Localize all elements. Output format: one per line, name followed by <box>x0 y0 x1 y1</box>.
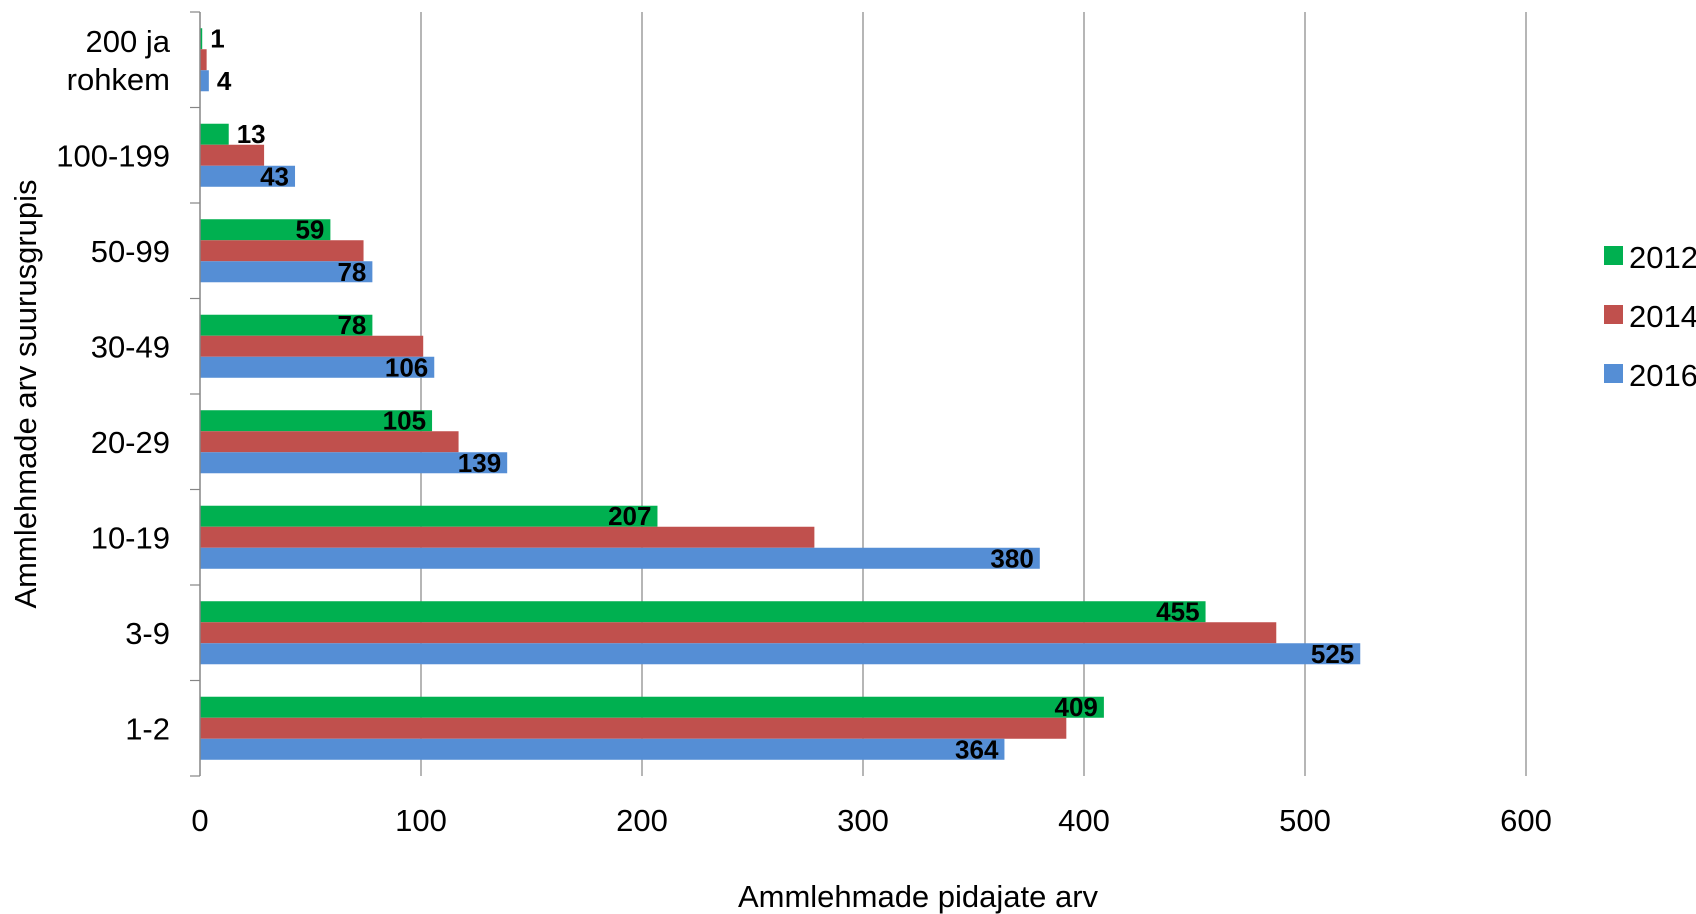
bar-2014-50-99 <box>200 240 364 262</box>
legend-swatch-2014 <box>1604 305 1623 324</box>
data-label: 455 <box>1156 597 1199 627</box>
bar-2014-3-9 <box>200 622 1277 644</box>
data-label: 105 <box>383 406 426 436</box>
x-tick-label: 100 <box>395 803 447 838</box>
bar-2012-1-2 <box>200 696 1104 718</box>
bar-2014-200-ja-rohkem <box>200 49 207 71</box>
data-label: 59 <box>295 215 324 245</box>
bar-2016-1-2 <box>200 738 1005 760</box>
x-tick-label: 500 <box>1279 803 1331 838</box>
data-label: 43 <box>260 161 289 191</box>
y-tick-label: 30-49 <box>91 329 170 364</box>
x-tick-label: 300 <box>837 803 889 838</box>
y-tick-label: 1-2 <box>125 711 170 746</box>
bar-2014-100-199 <box>200 144 265 166</box>
bar-2014-1-2 <box>200 717 1067 739</box>
data-label: 106 <box>385 352 428 382</box>
data-label: 409 <box>1054 692 1097 722</box>
x-axis-title: Ammlehmade pidajate arv <box>738 879 1099 914</box>
bar-2012-50-99 <box>200 219 331 241</box>
x-tick-label: 200 <box>616 803 668 838</box>
legend-label-2014: 2014 <box>1629 299 1696 334</box>
bars <box>200 28 1361 760</box>
legend-label-2016: 2016 <box>1629 358 1696 393</box>
data-label: 1 <box>210 24 224 54</box>
data-label: 380 <box>990 543 1033 573</box>
bar-2016-20-29 <box>200 452 508 474</box>
data-label: 139 <box>458 448 501 478</box>
x-tick-label: 400 <box>1058 803 1110 838</box>
data-label: 78 <box>337 310 366 340</box>
data-labels: 409 364 455 525 207 380 105 139 78 106 59 78 13 43 1 4 <box>210 24 1354 765</box>
data-label: 207 <box>608 501 651 531</box>
bar-2012-30-49 <box>200 314 373 336</box>
bar-2016-100-199 <box>200 165 296 187</box>
y-tick-label: 10-19 <box>91 520 170 555</box>
bar-2016-30-49 <box>200 356 435 378</box>
data-label: 364 <box>955 734 999 764</box>
bar-2012-200-ja-rohkem <box>200 28 203 50</box>
y-tick-label: 50-99 <box>91 234 170 269</box>
bar-2016-200-ja-rohkem <box>200 70 209 92</box>
bar-2016-50-99 <box>200 261 373 283</box>
bar-2014-20-29 <box>200 431 459 453</box>
bar-2014-30-49 <box>200 335 424 357</box>
y-tick-label: 100-199 <box>56 138 170 173</box>
bar-2012-10-19 <box>200 505 658 527</box>
x-tick-label: 0 <box>191 803 208 838</box>
y-tick-label: 200 ja <box>86 24 171 59</box>
data-label: 78 <box>337 257 366 287</box>
bar-2012-3-9 <box>200 601 1206 623</box>
data-label: 4 <box>217 66 232 96</box>
data-label: 13 <box>237 119 266 149</box>
gridlines <box>190 11 1527 777</box>
y-tick-labels: 1-2 3-9 10-19 20-29 30-49 50-99 100-199 200 jar… <box>56 24 171 747</box>
y-axis-title: Ammlehmade arv suurusgrupis <box>8 179 43 608</box>
x-tick-labels: 0 100 200 300 400 500 600 <box>191 803 1551 838</box>
bar-2012-100-199 <box>200 123 229 145</box>
legend-swatch-2012 <box>1604 246 1623 265</box>
data-label: 525 <box>1311 639 1354 669</box>
y-tick-label: rohkem <box>67 62 170 97</box>
y-tick-label: 20-29 <box>91 425 170 460</box>
y-tick-label: 3-9 <box>125 616 170 651</box>
bar-2014-10-19 <box>200 526 815 548</box>
bar-2012-20-29 <box>200 410 433 432</box>
bar-2016-3-9 <box>200 643 1361 665</box>
legend: 2012 2014 2016 <box>1604 240 1696 393</box>
bar-2016-10-19 <box>200 547 1040 569</box>
legend-swatch-2016 <box>1604 364 1623 383</box>
x-tick-label: 600 <box>1500 803 1552 838</box>
legend-label-2012: 2012 <box>1629 240 1696 275</box>
